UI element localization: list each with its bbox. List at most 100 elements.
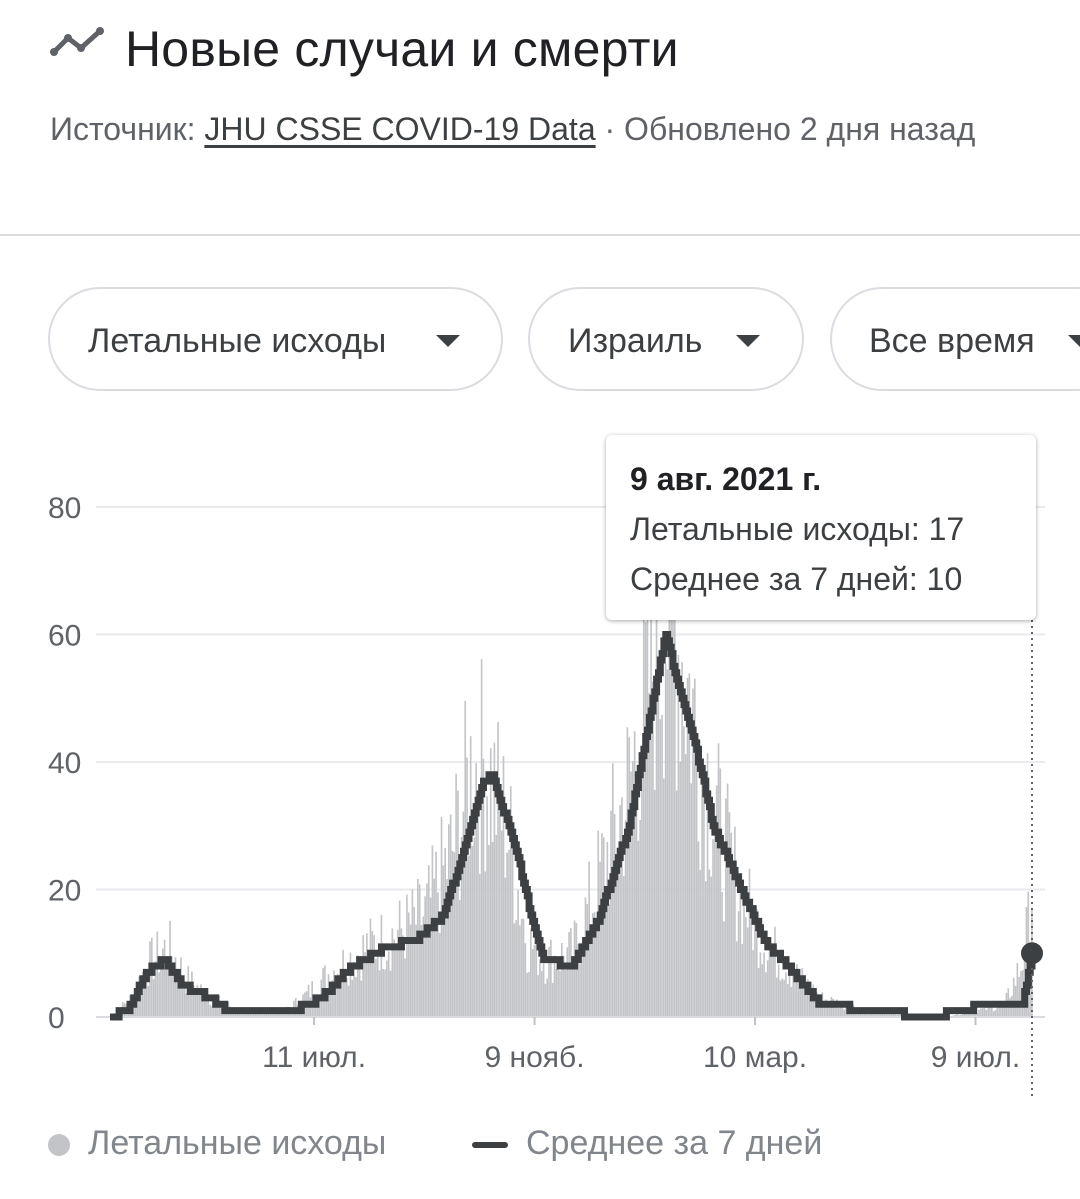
- death-bar: [677, 655, 680, 1017]
- death-bar: [652, 681, 654, 1017]
- death-bar: [533, 944, 536, 1017]
- death-bar: [969, 1013, 971, 1017]
- death-bar: [209, 1004, 211, 1017]
- death-bar: [717, 743, 720, 1017]
- death-bar: [708, 869, 711, 1017]
- death-bar: [980, 1008, 982, 1017]
- death-bar: [373, 935, 375, 1017]
- metric-dropdown[interactable]: Летальные исходы: [48, 287, 503, 391]
- death-bar: [475, 763, 477, 1017]
- death-bar: [679, 761, 682, 1017]
- death-bar: [161, 948, 164, 1017]
- death-bar: [535, 925, 538, 1017]
- death-bar: [998, 1005, 1000, 1017]
- death-bar: [801, 968, 804, 1017]
- death-bar: [495, 834, 498, 1017]
- death-bar: [622, 876, 625, 1017]
- death-bar: [167, 967, 170, 1017]
- death-bar: [311, 981, 313, 1017]
- y-tick-label: 60: [48, 620, 81, 653]
- death-bar: [178, 981, 180, 1017]
- death-bar: [632, 760, 634, 1017]
- death-bar: [714, 821, 716, 1017]
- trending-line-icon: [50, 27, 104, 56]
- death-bar: [839, 1004, 842, 1017]
- death-bar: [823, 1005, 826, 1017]
- death-bar: [898, 1012, 900, 1017]
- death-bar: [478, 873, 481, 1017]
- dropdown-arrow-icon: [736, 335, 760, 347]
- death-bar: [502, 756, 505, 1017]
- death-bar: [539, 959, 541, 1017]
- death-bar: [422, 916, 425, 1017]
- death-bar: [158, 972, 160, 1017]
- death-bar: [983, 1005, 986, 1017]
- death-bar: [577, 944, 580, 1017]
- death-bar: [325, 988, 328, 1017]
- death-bar: [759, 952, 762, 1017]
- death-bar: [879, 1013, 882, 1017]
- death-bar: [834, 1006, 836, 1017]
- chart-axes: 0 20 40 60 80 11 июл. 9 нояб. 10 мар. 9 июл.: [48, 492, 1045, 1074]
- death-bar: [480, 659, 483, 1017]
- death-bar: [262, 1012, 264, 1017]
- death-bar: [672, 588, 674, 1017]
- death-bar: [970, 1011, 973, 1017]
- page-title: Новые случаи и смерти: [125, 21, 679, 77]
- death-bar: [863, 1013, 866, 1017]
- death-bar: [446, 878, 448, 1017]
- death-bar: [730, 832, 733, 1017]
- death-bar: [774, 926, 776, 1017]
- death-bar: [803, 977, 805, 1017]
- death-bar: [664, 663, 667, 1017]
- death-bar: [528, 971, 530, 1017]
- death-bar: [380, 914, 383, 1017]
- death-bar: [996, 1007, 999, 1017]
- death-bar: [207, 997, 210, 1017]
- death-bar: [653, 789, 656, 1017]
- death-bar: [894, 1012, 897, 1017]
- death-bar: [748, 868, 751, 1017]
- card-header: Новые случаи и смерти Источник: JHU CSSE…: [0, 0, 1080, 236]
- death-bar: [737, 911, 740, 1017]
- death-bar: [745, 917, 747, 1017]
- death-bar: [482, 758, 485, 1017]
- death-bar: [427, 865, 430, 1017]
- death-bar: [770, 946, 773, 1017]
- death-bar: [420, 924, 423, 1017]
- death-bar: [633, 731, 636, 1017]
- death-bar: [606, 841, 609, 1017]
- death-bar: [701, 759, 703, 1017]
- death-bar: [608, 904, 610, 1017]
- death-bar: [630, 771, 632, 1017]
- death-bar: [362, 935, 365, 1017]
- death-bar: [777, 964, 780, 1017]
- death-bar: [553, 955, 556, 1017]
- death-bar: [340, 974, 343, 1017]
- death-bar: [429, 897, 432, 1017]
- death-bar: [692, 688, 694, 1017]
- death-bar: [160, 957, 162, 1017]
- death-bar: [706, 753, 709, 1017]
- death-bar: [872, 1013, 875, 1017]
- death-bar: [466, 757, 468, 1017]
- death-bar: [145, 980, 148, 1017]
- death-bar: [345, 978, 348, 1017]
- death-bar: [794, 981, 796, 1017]
- deaths-chart[interactable]: 0 20 40 60 80 11 июл. 9 нояб. 10 мар. 9 июл.: [0, 420, 1080, 1110]
- death-bar: [263, 1011, 266, 1017]
- time-range-dropdown[interactable]: Все время: [830, 287, 1080, 391]
- death-bar: [743, 886, 745, 1017]
- country-dropdown-label: Израиль: [568, 322, 703, 360]
- death-bar: [1029, 962, 1031, 1017]
- death-bar: [781, 978, 784, 1017]
- death-bar: [356, 955, 359, 1017]
- death-bar: [972, 1013, 975, 1017]
- source-link[interactable]: JHU CSSE COVID-19 Data: [204, 111, 596, 147]
- death-bar: [575, 922, 578, 1017]
- death-bar: [978, 1009, 980, 1017]
- death-bar: [673, 618, 676, 1017]
- legend-average-swatch: [472, 1142, 508, 1148]
- death-bar: [686, 677, 689, 1017]
- country-dropdown[interactable]: Израиль: [528, 287, 804, 391]
